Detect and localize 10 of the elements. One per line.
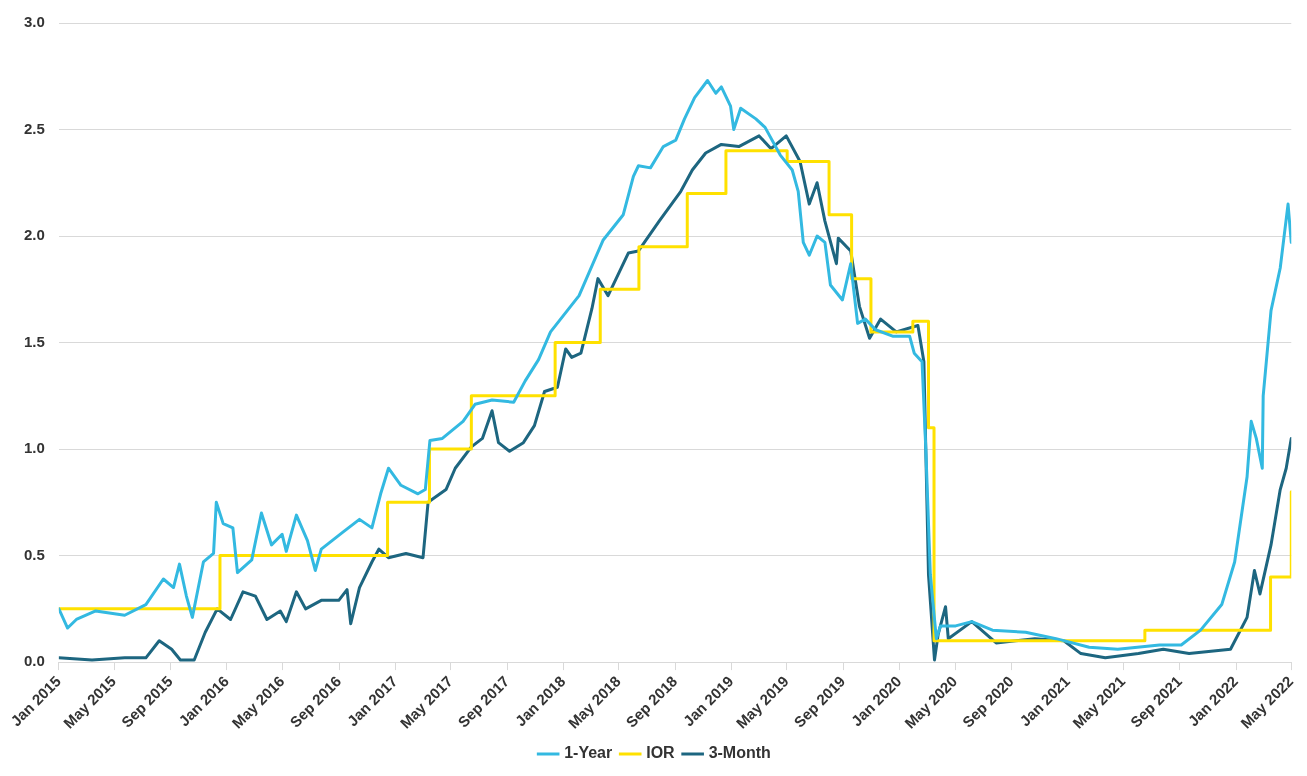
y-tick-label: 0.5 — [23, 545, 45, 563]
y-tick-label: 3.0 — [23, 13, 45, 31]
y-tick-label: 2.0 — [23, 226, 45, 244]
legend-label: 3-Month — [708, 744, 771, 762]
legend-label: IOR — [646, 744, 676, 762]
y-tick-label: 1.0 — [23, 439, 45, 457]
y-tick-label: 2.5 — [23, 119, 45, 137]
legend-label: 1-Year — [564, 744, 613, 762]
y-tick-label: 0.0 — [23, 652, 45, 670]
y-tick-label: 1.5 — [23, 332, 45, 350]
